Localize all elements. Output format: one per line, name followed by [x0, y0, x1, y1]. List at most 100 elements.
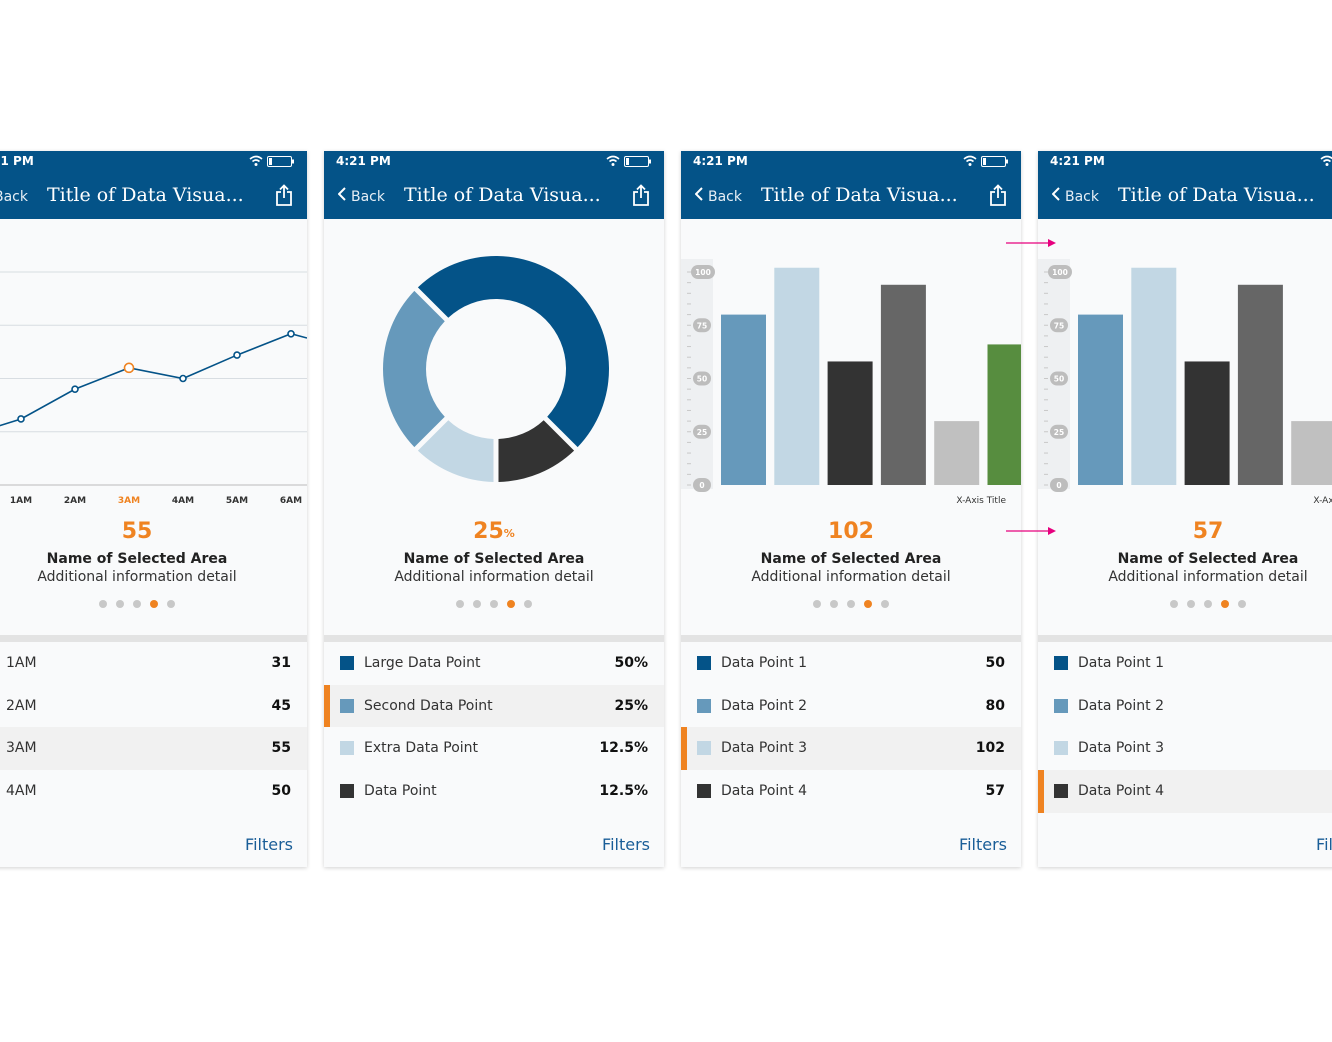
list-item[interactable]: Data Point 2 80 — [681, 685, 1021, 728]
page-dot[interactable] — [864, 600, 872, 608]
page-dot[interactable] — [167, 600, 175, 608]
nav-bar: Back Title of Data Visua... — [681, 173, 1021, 219]
y-tick-pill — [1050, 478, 1068, 492]
selected-summary: 55 Name of Selected Area Additional inform… — [0, 519, 307, 585]
list-item-value: 50 — [985, 655, 1005, 671]
page-dot[interactable] — [150, 600, 158, 608]
data-list: Large Data Point 50% Second Data Point 25% E… — [324, 642, 664, 813]
page-dot[interactable] — [524, 600, 532, 608]
color-swatch — [697, 741, 711, 756]
section-divider — [681, 635, 1021, 642]
page-dot[interactable] — [99, 600, 107, 608]
battery-icon — [981, 156, 1008, 167]
bar — [1291, 421, 1332, 485]
y-tick-pill — [693, 318, 711, 333]
list-item[interactable]: Data Point 2 — [1038, 685, 1332, 728]
data-point — [233, 351, 241, 359]
list-item-value: 12.5% — [599, 740, 648, 757]
series-line — [0, 332, 307, 427]
page-dot[interactable] — [1170, 600, 1178, 608]
phone-screen-2: 4:21 PM Back Title of Data Visua... 25% Name… — [324, 151, 664, 867]
back-button[interactable]: Back — [0, 187, 28, 205]
filters-link[interactable]: Filters — [602, 835, 650, 854]
nav-bar: Back Title of Data Visua... — [1038, 173, 1332, 219]
page-dot[interactable] — [1187, 600, 1195, 608]
wifi-icon — [1320, 155, 1332, 166]
filters-link[interactable]: Filters — [245, 835, 293, 854]
page-title: Title of Data Visua... — [47, 184, 244, 206]
list-item[interactable]: Second Data Point 25% — [324, 684, 664, 728]
list-item[interactable]: Data Point 3 102 — [681, 727, 1021, 771]
list-item[interactable]: 4AM 50 — [0, 770, 307, 813]
color-swatch — [697, 698, 711, 713]
selected-area-name: Name of Selected Area — [760, 551, 942, 567]
selected-value: 25% — [324, 519, 664, 545]
page-dot[interactable] — [116, 600, 124, 608]
bar — [1184, 361, 1230, 485]
donut-slice — [498, 420, 575, 482]
list-item[interactable]: Data Point 1 50 — [681, 642, 1021, 685]
battery-icon — [267, 156, 294, 167]
color-swatch — [697, 656, 711, 670]
filters-link[interactable]: Filters — [959, 835, 1007, 854]
selected-area-name: Name of Selected Area — [403, 551, 585, 567]
share-icon[interactable] — [989, 184, 1007, 210]
list-item[interactable]: Data Point 1 — [1038, 642, 1332, 685]
annotation-arrow-top — [1006, 239, 1056, 247]
y-tick-label: 25 — [1054, 428, 1064, 437]
selected-value-unit: % — [503, 527, 515, 540]
data-point — [179, 374, 187, 383]
back-button[interactable]: Back — [337, 187, 385, 205]
list-item[interactable]: Large Data Point 50% — [324, 642, 664, 685]
bar — [987, 344, 1021, 485]
bar — [1237, 284, 1283, 485]
bar — [880, 284, 926, 485]
page-dot[interactable] — [1221, 600, 1229, 608]
page-dot[interactable] — [456, 600, 464, 608]
share-icon[interactable] — [632, 184, 650, 210]
list-item[interactable]: 3AM 55 — [0, 727, 307, 771]
y-tick-label: 100 — [1052, 268, 1068, 277]
color-swatch — [340, 698, 354, 713]
list-item-value: 31 — [271, 655, 291, 671]
list-item[interactable]: Data Point 12.5% — [324, 770, 664, 813]
selected-value-number: 25 — [473, 519, 504, 544]
list-item[interactable]: Data Point 3 — [1038, 727, 1332, 770]
x-tick-label: 4AM — [172, 496, 194, 506]
list-item-label: Second Data Point — [364, 697, 493, 714]
page-dot[interactable] — [830, 600, 838, 608]
y-tick-label: 0 — [699, 481, 704, 490]
page-dot[interactable] — [507, 600, 515, 608]
selected-area-info: Additional information detail — [751, 569, 951, 585]
page-dot[interactable] — [881, 600, 889, 608]
page-dot[interactable] — [490, 600, 498, 608]
selected-area-info: Additional information detail — [1108, 569, 1308, 585]
page-dot[interactable] — [847, 600, 855, 608]
filters-link[interactable]: Filters — [1316, 835, 1332, 854]
y-tick-pill — [693, 424, 711, 439]
y-tick-pill — [1050, 318, 1068, 333]
page-dot[interactable] — [133, 600, 141, 608]
page-dot[interactable] — [813, 600, 821, 608]
list-item-label: Extra Data Point — [364, 740, 479, 757]
page-dot[interactable] — [473, 600, 481, 608]
data-point — [71, 385, 79, 393]
x-tick-label: 6AM — [280, 496, 302, 506]
list-item[interactable]: Data Point 4 — [1038, 770, 1332, 813]
list-item[interactable]: Data Point 4 57 — [681, 770, 1021, 813]
y-tick-label: 75 — [697, 321, 707, 330]
chevron-left-icon — [337, 187, 346, 205]
back-button[interactable]: Back — [694, 187, 742, 205]
page-dot[interactable] — [1238, 600, 1246, 608]
list-item[interactable]: Extra Data Point 12.5% — [324, 727, 664, 770]
color-swatch — [1054, 741, 1068, 756]
list-item[interactable]: 1AM 31 — [0, 642, 307, 685]
x-tick-label: 2AM — [64, 496, 86, 506]
status-time: 4:21 PM — [1050, 154, 1105, 168]
list-item[interactable]: 2AM 45 — [0, 685, 307, 728]
back-button[interactable]: Back — [1051, 187, 1099, 205]
selected-area-info: Additional information detail — [37, 569, 237, 585]
share-icon[interactable] — [275, 184, 293, 210]
page-dot[interactable] — [1204, 600, 1212, 608]
list-item-label: Data Point 3 — [1078, 740, 1164, 757]
